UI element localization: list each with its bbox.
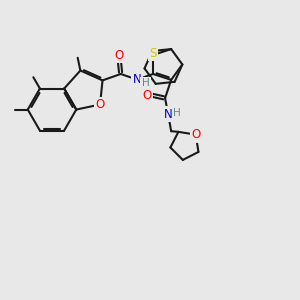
Text: O: O	[115, 49, 124, 62]
Text: N: N	[133, 73, 141, 86]
Text: H: H	[173, 108, 181, 118]
Text: O: O	[95, 98, 105, 111]
Text: N: N	[164, 108, 172, 121]
Text: O: O	[143, 88, 152, 101]
Text: S: S	[149, 47, 157, 60]
Text: O: O	[191, 128, 200, 141]
Text: H: H	[142, 78, 149, 88]
